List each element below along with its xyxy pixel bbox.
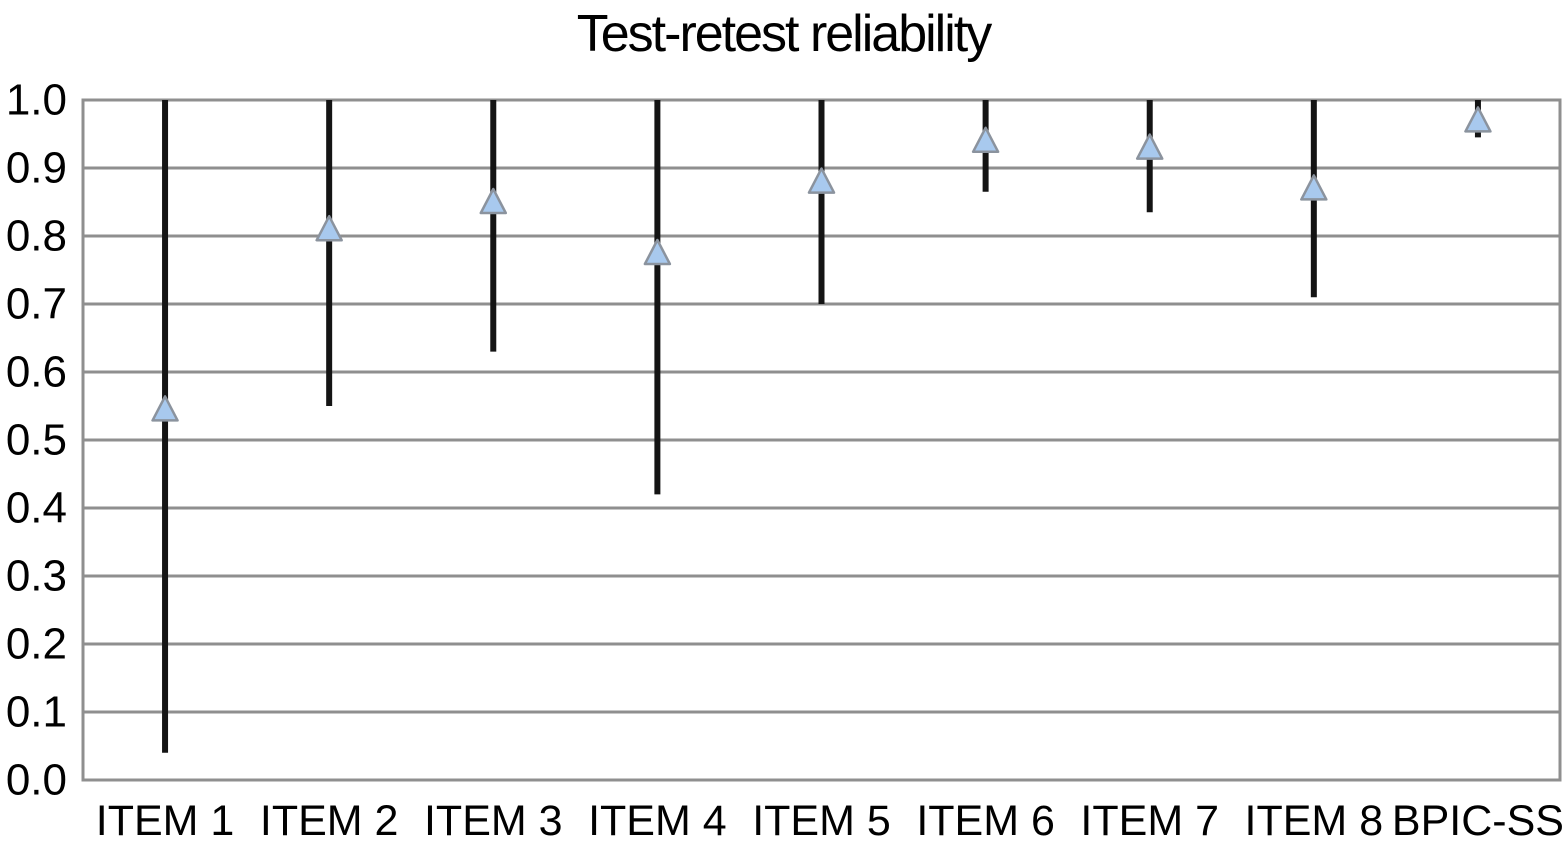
y-tick-label: 0.0 [6,756,67,805]
y-tick-label: 0.3 [6,552,67,601]
x-tick-label: BPIC-SS [1392,797,1564,845]
marker-triangle [479,187,508,215]
chart-title: Test-retest reliability [576,5,992,63]
x-tick-label: ITEM 8 [1245,797,1384,845]
y-tick-label: 0.5 [6,416,67,465]
x-tick-label: ITEM 3 [424,797,563,845]
y-tick-label: 0.6 [6,348,67,397]
marker-triangle [971,126,1000,154]
x-tick-label: ITEM 1 [96,797,235,845]
x-tick-label: ITEM 6 [916,797,1055,845]
marker-triangle [151,395,179,422]
marker-triangle [1464,106,1492,133]
x-tick-label: ITEM 4 [588,797,727,845]
marker-triangle [1300,174,1328,201]
y-tick-label: 0.7 [6,280,67,329]
y-tick-label: 0.9 [6,144,67,193]
marker-triangle [807,167,836,194]
marker-triangle [643,238,672,266]
y-tick-label: 0.8 [6,212,67,261]
y-tick-label: 1.0 [6,76,67,125]
x-tick-label: ITEM 7 [1080,797,1219,845]
y-tick-label: 0.1 [6,688,67,737]
x-tick-label: ITEM 5 [752,797,891,845]
marker-triangle [315,214,343,242]
x-tick-label: ITEM 2 [260,797,399,845]
marker-triangle [1135,133,1164,160]
y-tick-label: 0.4 [6,484,67,533]
y-tick-label: 0.2 [6,620,67,669]
